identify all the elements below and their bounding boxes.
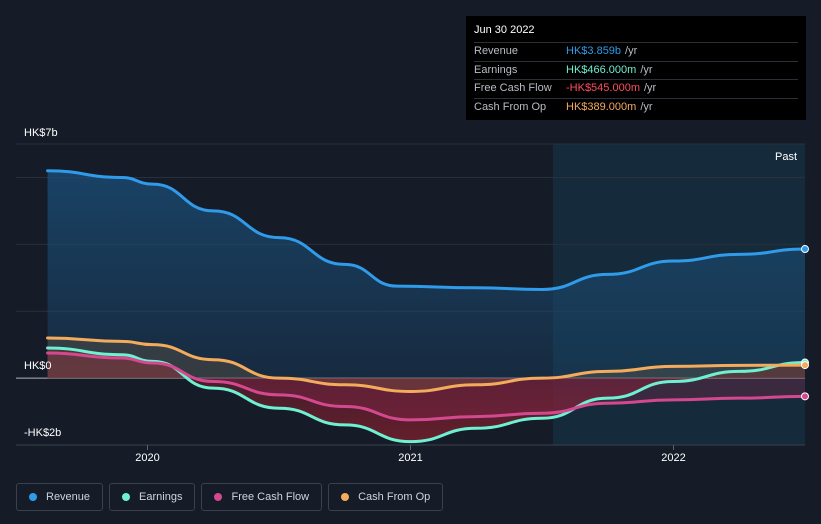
legend-dot-icon <box>214 493 223 501</box>
legend-item-cash-from-op[interactable]: Cash From Op <box>328 483 444 511</box>
legend-label: Free Cash Flow <box>231 491 310 503</box>
line-revenue <box>46 169 807 291</box>
legend-label: Cash From Op <box>358 491 431 503</box>
x-tick-label: 2021 <box>398 452 422 464</box>
series-end-points <box>801 245 809 401</box>
tooltip-panel: Jun 30 2022 Revenue HK$3.859b /yr Earnin… <box>466 16 806 120</box>
area-revenue <box>47 170 806 379</box>
x-axis: 2020 2021 2022 <box>135 445 686 464</box>
line-free-cash-flow <box>46 351 807 422</box>
legend-dot-icon <box>341 493 350 501</box>
x-tick-label: 2022 <box>661 452 685 464</box>
tooltip-unit: /yr <box>640 100 653 113</box>
tooltip-unit: /yr <box>625 45 638 57</box>
past-label: Past <box>775 151 797 163</box>
legend-item-earnings[interactable]: Earnings <box>109 483 196 511</box>
area-cash-from-op <box>47 337 806 392</box>
legend: Revenue Earnings Free Cash Flow Cash Fro… <box>16 483 444 511</box>
legend-dot-icon <box>122 493 131 501</box>
tooltip-row-earnings: Earnings HK$466.000m /yr <box>474 60 798 80</box>
y-label-zero: HK$0 <box>24 360 52 372</box>
tooltip-value: HK$3.859b <box>566 45 622 57</box>
x-tick-label: 2020 <box>135 452 159 464</box>
tooltip-value: -HK$545.000m <box>566 82 640 94</box>
tooltip-label: Free Cash Flow <box>474 82 552 94</box>
tooltip-row-free-cash-flow: Free Cash Flow -HK$545.000m /yr <box>474 79 798 98</box>
series-areas <box>47 170 806 442</box>
tooltip-label: Revenue <box>474 45 519 57</box>
area-free-cash-flow <box>47 353 806 420</box>
point-cash-from-op <box>801 361 809 370</box>
legend-item-free-cash-flow[interactable]: Free Cash Flow <box>201 483 323 511</box>
y-label-bottom: -HK$2b <box>24 427 61 439</box>
tooltip-unit: /yr <box>644 82 657 94</box>
legend-label: Revenue <box>46 491 91 503</box>
area-earnings <box>47 348 806 442</box>
line-cash-from-op <box>46 336 807 393</box>
y-label-top: HK$7b <box>24 127 58 139</box>
tooltip-value: HK$466.000m <box>566 63 637 76</box>
series-lines <box>46 169 807 444</box>
tooltip-label: Cash From Op <box>474 100 547 113</box>
legend-label: Earnings <box>139 491 183 503</box>
point-free-cash-flow <box>801 392 809 401</box>
tooltip-value: HK$389.000m <box>566 100 637 113</box>
tooltip-label: Earnings <box>474 63 518 76</box>
legend-item-revenue[interactable]: Revenue <box>16 483 104 511</box>
point-revenue <box>801 245 809 254</box>
tooltip-date: Jun 30 2022 <box>474 24 535 36</box>
tooltip-row-cash-from-op: Cash From Op HK$389.000m /yr <box>474 97 798 117</box>
tooltip-row-revenue: Revenue HK$3.859b /yr <box>474 42 798 61</box>
tooltip-unit: /yr <box>640 63 653 76</box>
legend-dot-icon <box>29 493 37 501</box>
